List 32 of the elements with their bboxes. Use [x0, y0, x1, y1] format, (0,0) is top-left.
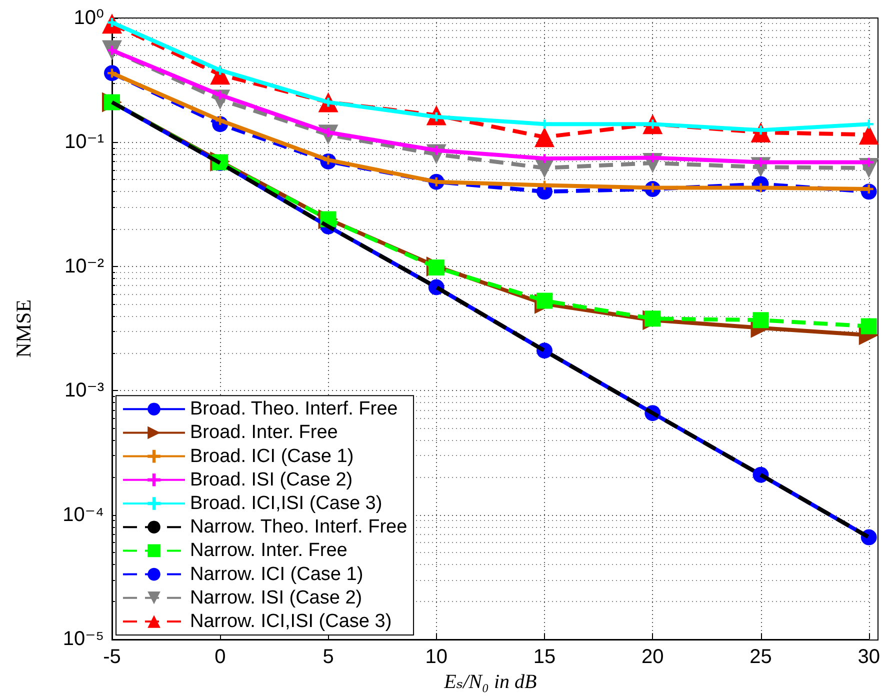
point: [534, 127, 554, 148]
point: [858, 124, 879, 145]
legend-label: Narrow. Inter. Free: [190, 540, 348, 562]
y-axis-title: NMSE: [12, 299, 36, 358]
legend-label: Broad. ICI,ISI (Case 3): [190, 493, 382, 514]
x-tick-label: -5: [103, 646, 121, 668]
legend-label: Narrow. ISI (Case 2): [190, 587, 362, 608]
y-tick-label: 10⁰: [74, 7, 104, 29]
legend-label: Broad. Inter. Free: [190, 422, 338, 444]
x-tick-label: 0: [214, 646, 226, 668]
x-tick-label: 5: [322, 646, 334, 668]
point: [536, 292, 552, 309]
legend-label: Broad. ISI (Case 2): [190, 469, 353, 490]
x-axis-title: Eₛ/N₀ in dB: [443, 671, 537, 693]
point: [752, 312, 769, 328]
y-tick-label: 10⁻¹: [64, 131, 104, 154]
point: [644, 310, 661, 327]
point: [860, 318, 877, 334]
y-tick-label: 10⁻³: [64, 380, 104, 402]
legend-label: Broad. ICI (Case 1): [190, 446, 354, 467]
x-tick-label: 20: [642, 646, 664, 668]
x-tick-label: 10: [425, 646, 448, 668]
y-tick-label: 10⁻²: [64, 255, 104, 278]
x-tick-label: 15: [533, 646, 556, 668]
legend-label: Narrow. ICI,ISI (Case 3): [190, 611, 392, 632]
legend-label: Narrow. Theo. Interf. Free: [190, 516, 408, 538]
legend-label: Narrow. ICI (Case 1): [190, 564, 364, 585]
y-tick-label: 10⁻⁴: [62, 504, 104, 526]
legend-label: Broad. Theo. Interf. Free: [190, 398, 398, 420]
x-tick-label: 25: [750, 646, 772, 668]
x-tick-label: 30: [858, 646, 880, 668]
y-tick-label: 10⁻⁵: [62, 628, 104, 650]
